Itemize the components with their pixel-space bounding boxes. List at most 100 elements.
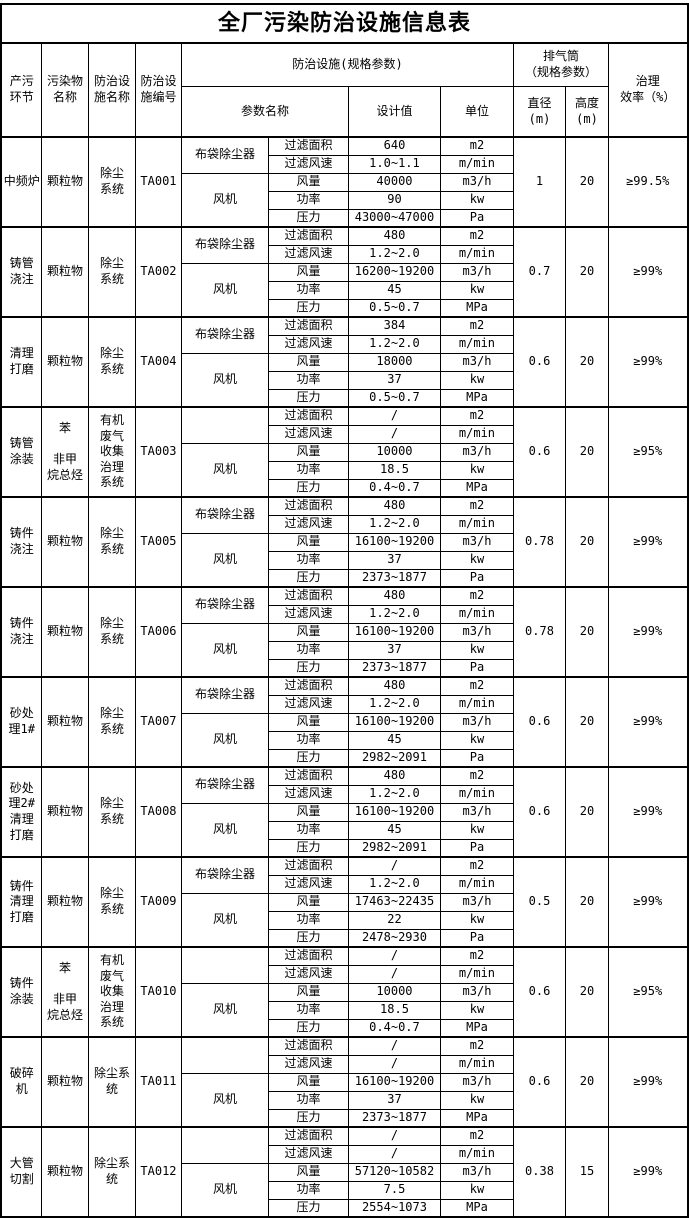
cell-unit: m/min xyxy=(439,424,514,444)
cell-param-name: 过滤风速 xyxy=(267,784,349,804)
cell-design-value: 1.2~2.0 xyxy=(347,784,441,804)
cell-facility-name: 除尘 系统 xyxy=(87,496,136,588)
title-row: 全厂污染防治设施信息表 xyxy=(0,3,689,44)
cell-device-name: 风机 xyxy=(180,442,269,498)
cell-device-name: 布袋除尘器 xyxy=(180,766,269,804)
cell-device-name: 风机 xyxy=(180,802,269,858)
cell-design-value: / xyxy=(347,946,441,966)
cell-design-value: 37 xyxy=(347,550,441,570)
cell-unit: m/min xyxy=(439,1144,514,1164)
table-row: 功率 18.5 kw xyxy=(1,460,687,480)
table-row: 功率 45 kw xyxy=(1,730,687,750)
cell-design-value: 10000 xyxy=(347,442,441,462)
cell-facility-name: 除尘 系统 xyxy=(87,586,136,678)
cell-pollutant-name: 颗粒物 xyxy=(40,766,89,858)
cell-design-value: / xyxy=(347,1144,441,1164)
header-process-link: 产污 环节 xyxy=(0,42,42,138)
cell-stack-height: 20 xyxy=(564,586,609,678)
cell-unit: m/min xyxy=(439,244,514,264)
cell-param-name: 风量 xyxy=(267,532,349,552)
cell-treatment-efficiency: ≥99% xyxy=(607,1036,689,1128)
table-row: 风机 风量 16100~19200 m3/h xyxy=(1,712,687,768)
cell-device-name: 布袋除尘器 xyxy=(180,316,269,354)
table-row: 压力 2373~1877 MPa xyxy=(1,1108,687,1128)
cell-design-value: / xyxy=(347,424,441,444)
cell-param-name: 过滤面积 xyxy=(267,946,349,966)
table-row: 过滤风速 / m/min xyxy=(1,964,687,984)
cell-unit: kw xyxy=(439,1090,514,1110)
cell-pollutant-name: 颗粒物 xyxy=(40,586,89,678)
cell-facility-code: TA010 xyxy=(134,946,182,1038)
table-row: 功率 45 kw xyxy=(1,280,687,300)
cell-unit: kw xyxy=(439,370,514,390)
header-row-1: 产污 环节 污染物 名称 防治设 施名称 防治设 施编号 防治设施(规格参数) … xyxy=(0,42,689,138)
cell-unit: m2 xyxy=(439,586,514,606)
table-row: 功率 37 kw xyxy=(1,1090,687,1110)
cell-unit: m2 xyxy=(439,676,514,696)
cell-pollutant-name: 苯 非甲 烷总烃 xyxy=(40,946,89,1038)
cell-design-value: 480 xyxy=(347,226,441,246)
cell-process-link: 砂处 理2# 清理 打磨 xyxy=(0,766,42,858)
cell-design-value: 0.5~0.7 xyxy=(347,388,441,408)
table-row: 功率 37 kw xyxy=(1,370,687,390)
cell-param-name: 过滤风速 xyxy=(267,514,349,534)
cell-param-name: 过滤风速 xyxy=(267,874,349,894)
table-row: 功率 37 kw xyxy=(1,640,687,660)
table-row: 砂处 理1# 颗粒物 除尘 系统 TA007 布袋除尘器 过滤面积 480 m2 0.6 20 ≥9… xyxy=(0,676,689,768)
cell-stack-height: 20 xyxy=(564,856,609,948)
cell-facility-code: TA004 xyxy=(134,316,182,408)
cell-design-value: 640 xyxy=(347,136,441,156)
cell-device-name: 风机 xyxy=(180,982,269,1038)
table-row: 压力 2478~2930 Pa xyxy=(1,928,687,948)
cell-design-value: 2982~2091 xyxy=(347,748,441,768)
cell-unit: Pa xyxy=(439,748,514,768)
cell-stack-height: 20 xyxy=(564,676,609,768)
cell-param-name: 功率 xyxy=(267,1000,349,1020)
cell-param-name: 风量 xyxy=(267,712,349,732)
table-row: 过滤风速 1.2~2.0 m/min xyxy=(1,334,687,354)
cell-design-value: 37 xyxy=(347,1090,441,1110)
table-row: 风机 风量 16100~19200 m3/h xyxy=(1,1072,687,1128)
cell-process-link: 铸管 涂装 xyxy=(0,406,42,498)
cell-design-value: / xyxy=(347,1054,441,1074)
cell-unit: m2 xyxy=(439,766,514,786)
cell-design-value: 16100~19200 xyxy=(347,802,441,822)
cell-process-link: 铸件 浇注 xyxy=(0,496,42,588)
cell-design-value: 2554~1073 xyxy=(347,1198,441,1218)
cell-design-value: 1.2~2.0 xyxy=(347,514,441,534)
cell-param-name: 过滤面积 xyxy=(267,226,349,246)
table-row: 砂处 理2# 清理 打磨 颗粒物 除尘 系统 TA008 布袋除尘器 过滤面积 480 m2 0… xyxy=(0,766,689,858)
cell-process-link: 铸件 涂装 xyxy=(0,946,42,1038)
cell-unit: m2 xyxy=(439,856,514,876)
cell-design-value: 0.5~0.7 xyxy=(347,298,441,318)
cell-param-name: 风量 xyxy=(267,1162,349,1182)
cell-unit: MPa xyxy=(439,388,514,408)
cell-param-name: 过滤风速 xyxy=(267,334,349,354)
cell-param-name: 过滤风速 xyxy=(267,604,349,624)
page-title: 全厂污染防治设施信息表 xyxy=(0,3,689,44)
cell-stack-height: 20 xyxy=(564,136,609,228)
table-row: 功率 22 kw xyxy=(1,910,687,930)
cell-design-value: 37 xyxy=(347,370,441,390)
cell-param-name: 功率 xyxy=(267,1090,349,1110)
table-row: 风机 风量 10000 m3/h xyxy=(1,982,687,1038)
cell-treatment-efficiency: ≥99% xyxy=(607,316,689,408)
table-row: 压力 2982~2091 Pa xyxy=(1,748,687,768)
cell-design-value: 2373~1877 xyxy=(347,568,441,588)
cell-process-link: 铸件 清理 打磨 xyxy=(0,856,42,948)
cell-design-value: 480 xyxy=(347,766,441,786)
cell-design-value: 384 xyxy=(347,316,441,336)
cell-design-value: 1.2~2.0 xyxy=(347,694,441,714)
cell-unit: kw xyxy=(439,460,514,480)
table-row: 风机 风量 40000 m3/h xyxy=(1,172,687,228)
cell-unit: m/min xyxy=(439,874,514,894)
cell-param-name: 压力 xyxy=(267,478,349,498)
cell-param-name: 压力 xyxy=(267,928,349,948)
cell-unit: m3/h xyxy=(439,1162,514,1182)
cell-stack-height: 20 xyxy=(564,226,609,318)
cell-param-name: 过滤面积 xyxy=(267,406,349,426)
cell-design-value: 90 xyxy=(347,190,441,210)
cell-facility-name: 有机 废气 收集 治理 系统 xyxy=(87,406,136,498)
table-row: 压力 2373~1877 Pa xyxy=(1,658,687,678)
cell-facility-code: TA005 xyxy=(134,496,182,588)
